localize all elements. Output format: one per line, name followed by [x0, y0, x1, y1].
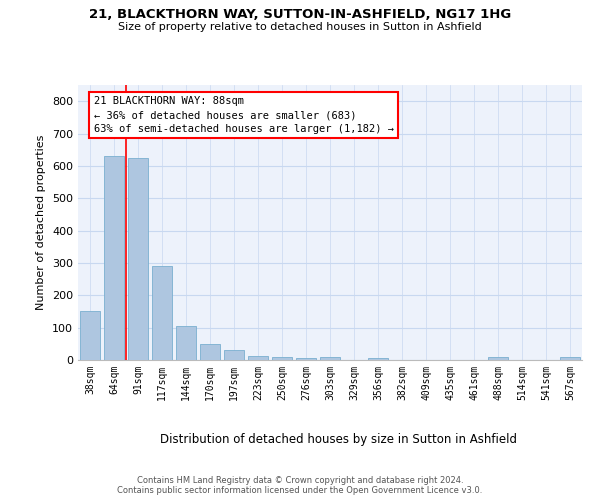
Text: 21 BLACKTHORN WAY: 88sqm
← 36% of detached houses are smaller (683)
63% of semi-: 21 BLACKTHORN WAY: 88sqm ← 36% of detach… — [94, 96, 394, 134]
Bar — [128, 158, 148, 360]
Bar — [152, 266, 172, 360]
Bar — [200, 344, 220, 360]
Bar — [248, 356, 268, 360]
Bar — [560, 358, 580, 360]
Text: 21, BLACKTHORN WAY, SUTTON-IN-ASHFIELD, NG17 1HG: 21, BLACKTHORN WAY, SUTTON-IN-ASHFIELD, … — [89, 8, 511, 20]
Bar — [104, 156, 124, 360]
Bar — [488, 358, 508, 360]
Text: Size of property relative to detached houses in Sutton in Ashfield: Size of property relative to detached ho… — [118, 22, 482, 32]
Bar — [272, 357, 292, 360]
Bar — [296, 358, 316, 360]
Bar — [224, 350, 244, 360]
Bar — [368, 358, 388, 360]
Text: Distribution of detached houses by size in Sutton in Ashfield: Distribution of detached houses by size … — [160, 432, 517, 446]
Text: Contains HM Land Registry data © Crown copyright and database right 2024.
Contai: Contains HM Land Registry data © Crown c… — [118, 476, 482, 495]
Bar — [176, 326, 196, 360]
Bar — [320, 358, 340, 360]
Bar — [80, 312, 100, 360]
Y-axis label: Number of detached properties: Number of detached properties — [37, 135, 46, 310]
